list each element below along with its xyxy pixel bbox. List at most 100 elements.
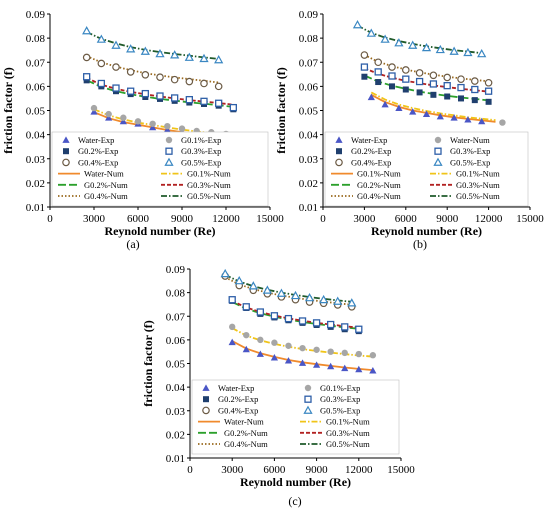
data-point bbox=[200, 97, 208, 105]
x-tick-label: 6000 bbox=[127, 213, 150, 225]
x-tick-label: 9000 bbox=[436, 213, 459, 225]
data-point bbox=[484, 87, 493, 95]
data-point bbox=[185, 77, 194, 86]
x-tick-label: 15000 bbox=[516, 213, 544, 225]
series-line bbox=[231, 300, 359, 329]
data-point bbox=[149, 120, 156, 127]
data-point bbox=[333, 296, 343, 305]
data-point bbox=[82, 26, 92, 35]
series-line bbox=[93, 108, 241, 138]
data-point bbox=[170, 75, 179, 84]
data-point bbox=[284, 314, 293, 323]
data-point bbox=[134, 118, 142, 125]
x-tick-label: 12000 bbox=[345, 464, 373, 476]
x-axis-label: Reynold number (Re) bbox=[240, 475, 351, 489]
y-tick-label: 0.04 bbox=[166, 382, 186, 394]
data-point bbox=[435, 44, 445, 54]
data-point bbox=[90, 108, 98, 115]
data-point bbox=[304, 292, 315, 302]
data-point bbox=[355, 350, 362, 358]
legend-label: Water-Exp bbox=[351, 135, 387, 145]
legend-label: G0.3%-Num bbox=[326, 428, 370, 438]
data-point bbox=[341, 349, 348, 357]
data-point bbox=[242, 345, 250, 353]
legend: Water-Exp G0.1%-Exp G0.2%-Exp G0.3%-Exp G0.4… bbox=[191, 379, 400, 455]
legend-label: G0.1%-Num bbox=[326, 417, 370, 427]
data-point bbox=[484, 78, 493, 87]
y-tick-label: 0.02 bbox=[299, 178, 318, 190]
y-tick-label: 0.01 bbox=[299, 202, 318, 214]
y-tick-label: 0.03 bbox=[299, 154, 319, 166]
legend-label: G0.2%-Num bbox=[224, 428, 268, 438]
legend-marker bbox=[303, 405, 313, 414]
series-line bbox=[364, 54, 489, 83]
data-point bbox=[485, 98, 492, 105]
series-line bbox=[357, 24, 482, 54]
data-point bbox=[380, 34, 390, 43]
legend-marker bbox=[203, 396, 209, 403]
data-point bbox=[257, 336, 264, 344]
data-point bbox=[389, 83, 395, 90]
legend-marker bbox=[202, 384, 210, 391]
data-point bbox=[341, 364, 349, 372]
y-axis-label: friction factor (f) bbox=[141, 320, 155, 406]
data-point bbox=[290, 290, 301, 300]
legend: Water-Exp G0.1%-Exp G0.2%-Exp G0.3%-Exp G0.4… bbox=[51, 131, 269, 207]
data-point bbox=[248, 281, 258, 290]
data-point bbox=[443, 82, 451, 90]
data-point bbox=[457, 83, 465, 92]
data-point bbox=[369, 352, 377, 359]
legend-label: G0.5%-Exp bbox=[450, 157, 490, 167]
data-point bbox=[436, 112, 444, 120]
data-point bbox=[478, 117, 486, 125]
data-point bbox=[285, 342, 292, 349]
legend-marker bbox=[336, 148, 342, 155]
legend: Water-Exp Water-Num G0.2%-Exp G0.3%-Exp G0.4… bbox=[324, 131, 529, 207]
data-point bbox=[127, 87, 135, 95]
data-point bbox=[171, 94, 179, 102]
y-tick-label: 0.09 bbox=[166, 264, 186, 276]
y-tick-label: 0.06 bbox=[166, 335, 186, 347]
data-point bbox=[388, 63, 396, 71]
series-line bbox=[370, 91, 496, 122]
data-point bbox=[415, 69, 424, 77]
data-point bbox=[402, 86, 409, 93]
data-point bbox=[185, 95, 193, 104]
data-point bbox=[408, 40, 418, 49]
data-point bbox=[470, 77, 479, 85]
legend-label: G0.1%-Num bbox=[357, 169, 401, 179]
series-line bbox=[86, 31, 219, 60]
legend-label: G0.3%-Num bbox=[187, 180, 231, 190]
data-point bbox=[215, 99, 223, 107]
data-point bbox=[312, 319, 321, 327]
legend-label: G0.4%-Exp bbox=[351, 157, 391, 167]
data-point bbox=[471, 85, 479, 94]
data-point bbox=[352, 20, 363, 29]
y-tick-label: 0.06 bbox=[299, 81, 319, 93]
data-point bbox=[163, 126, 171, 133]
data-point bbox=[155, 48, 165, 58]
data-point bbox=[429, 80, 438, 88]
data-point bbox=[214, 55, 224, 64]
data-point bbox=[120, 114, 127, 121]
legend-marker bbox=[62, 158, 70, 167]
data-point bbox=[234, 275, 244, 285]
data-point bbox=[156, 92, 164, 100]
legend-label: Water-Num bbox=[450, 135, 490, 145]
data-point bbox=[449, 46, 459, 55]
data-point bbox=[375, 79, 382, 86]
data-point bbox=[200, 79, 208, 88]
data-point bbox=[477, 48, 487, 58]
legend-label: G0.2%-Exp bbox=[78, 146, 118, 156]
y-tick-label: 0.09 bbox=[26, 9, 46, 21]
data-point bbox=[298, 317, 307, 325]
x-axis-label: Reynold number (Re) bbox=[104, 224, 215, 238]
legend-label: G0.5%-Num bbox=[187, 191, 231, 201]
x-tick-label: 15000 bbox=[387, 464, 415, 476]
data-point bbox=[347, 298, 357, 307]
chart-panel-1: 0.01 0.02 0.03 0.04 0.05 0.06 0.07 0.08 0.09 0 300… bbox=[1, 9, 284, 251]
data-point bbox=[184, 52, 194, 61]
series-line bbox=[231, 327, 373, 358]
data-point bbox=[126, 44, 136, 53]
